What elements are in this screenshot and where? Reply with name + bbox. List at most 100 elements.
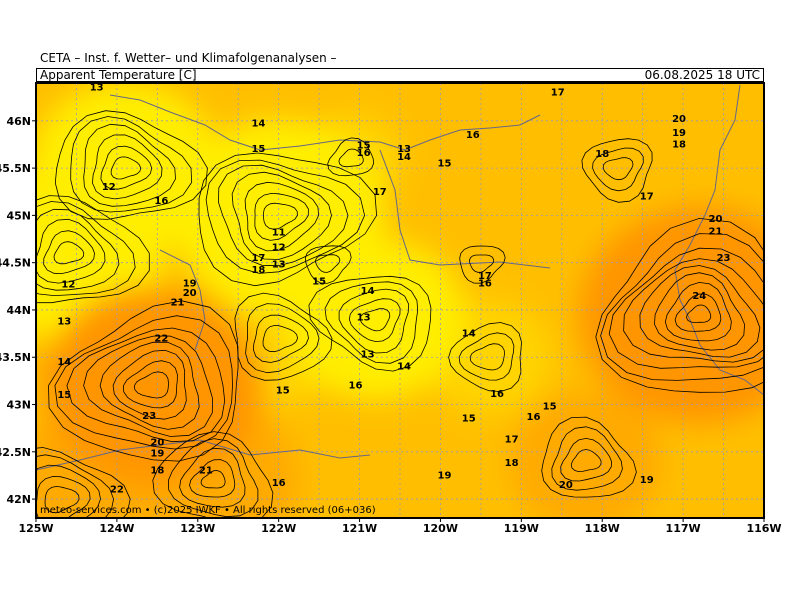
contour-label: 14 — [462, 329, 476, 340]
isotherm-line — [338, 288, 410, 354]
contour-label: 16 — [349, 381, 363, 392]
contour-label: 19 — [640, 475, 654, 486]
isotherm-line — [448, 322, 522, 393]
contour-label: 18 — [672, 139, 686, 150]
lat-tick-label: 42N — [6, 493, 31, 506]
isotherm-line — [541, 416, 637, 498]
contour-label: 14 — [397, 362, 411, 373]
contour-label: 21 — [709, 226, 723, 237]
isotherm-line — [205, 159, 366, 274]
isotherm-line — [48, 300, 239, 462]
isotherm-line — [36, 447, 131, 518]
contour-label: 22 — [154, 333, 168, 344]
lon-tick-label: 122W — [261, 522, 296, 535]
contour-label: 11 — [272, 227, 286, 238]
isotherm-line — [459, 245, 506, 284]
contour-label: 18 — [251, 265, 265, 276]
isotherm-line — [234, 292, 333, 381]
contour-label: 13 — [90, 83, 104, 94]
contour-label: 23 — [142, 411, 156, 422]
contour-label: 15 — [438, 158, 452, 169]
lon-tick-label: 119W — [504, 522, 539, 535]
isotherm-line — [36, 464, 101, 518]
contour-label: 18 — [150, 466, 164, 477]
contour-labels: 1314151216111213171819202112131415222320… — [57, 83, 730, 496]
isotherm-line — [179, 447, 246, 508]
isotherm-line — [674, 293, 722, 332]
isotherm-contours — [36, 110, 764, 518]
isotherm-line — [469, 343, 505, 371]
latitude-axis: 46N 45.5N 45N 44.5N 44N 43.5N 43N 42.5N 42N — [0, 115, 36, 506]
contour-label: 14 — [57, 357, 71, 368]
longitude-axis: 125W 124W 123W 122W 121W 120W 119W 118W 117W 116W — [18, 518, 782, 535]
contour-label: 16 — [272, 478, 286, 489]
lat-tick-label: 45N — [6, 209, 31, 222]
contour-label: 14 — [251, 119, 265, 130]
fill-blob — [558, 114, 679, 223]
parameter-title: Apparent Temperature [C] — [40, 68, 197, 82]
isotherm-line — [99, 341, 200, 430]
contour-label: 20 — [672, 114, 686, 125]
contour-label: 17 — [478, 271, 492, 282]
isotherm-line — [218, 164, 349, 267]
contour-label: 13 — [397, 144, 411, 155]
isotherm-line — [551, 426, 623, 491]
isotherm-line — [254, 192, 309, 241]
isotherm-line — [324, 281, 419, 364]
isotherm-line — [134, 371, 169, 399]
contour-label: 13 — [57, 316, 71, 327]
contour-label: 19 — [672, 128, 686, 139]
isotherm-line — [70, 116, 193, 213]
contour-label: 24 — [692, 291, 706, 302]
county-line-west — [159, 249, 206, 351]
lat-lon-grid — [36, 83, 764, 518]
isotherm-line — [623, 258, 764, 363]
isotherm-line — [560, 437, 612, 482]
isotherm-line — [36, 195, 150, 304]
contour-label: 12 — [272, 243, 286, 254]
isotherm-line — [654, 272, 746, 351]
isotherm-line — [252, 314, 309, 363]
isotherm-line — [570, 449, 602, 473]
contour-label: 17 — [505, 435, 519, 446]
contour-label: 17 — [640, 191, 654, 202]
contour-label: 16 — [154, 196, 168, 207]
isotherm-line — [359, 308, 391, 332]
valid-datetime: 06.08.2025 18 UTC — [644, 68, 760, 82]
isotherm-line — [54, 315, 233, 450]
lon-tick-label: 124W — [99, 522, 134, 535]
fill-blob — [42, 285, 265, 486]
isotherm-line — [189, 459, 236, 498]
isotherm-line — [36, 454, 115, 518]
isotherm-line — [595, 217, 764, 393]
contour-label: 18 — [505, 458, 519, 469]
isotherm-line — [245, 303, 320, 374]
lon-tick-label: 120W — [423, 522, 458, 535]
lon-tick-label: 117W — [666, 522, 701, 535]
isotherm-line — [338, 148, 364, 168]
fill-blob — [171, 119, 386, 312]
isotherm-line — [66, 327, 226, 443]
isotherm-line — [262, 325, 299, 353]
state-borders — [36, 84, 764, 471]
isotherm-line — [83, 335, 213, 437]
contour-label: 15 — [543, 401, 557, 412]
contour-label: 17 — [373, 187, 387, 198]
plot-area: 1314151216111213171819202112131415222320… — [36, 83, 764, 518]
contour-label: 15 — [357, 140, 371, 151]
isotherm-line — [686, 304, 712, 323]
lon-tick-label: 116W — [746, 522, 781, 535]
isotherm-line — [304, 245, 352, 284]
isotherm-line — [53, 241, 85, 265]
contour-label: 20 — [150, 437, 164, 448]
columbia-river-border — [109, 94, 541, 151]
header-line: CETA – Inst. f. Wetter– und Klimafolgena… — [40, 51, 337, 65]
contour-label: 23 — [717, 253, 731, 264]
isotherm-line — [639, 265, 761, 358]
lon-tick-label: 118W — [585, 522, 620, 535]
contour-label: 21 — [199, 466, 213, 477]
title-bar: Apparent Temperature [C] 06.08.2025 18 U… — [36, 68, 764, 82]
isotherm-line — [100, 145, 153, 190]
lat-tick-label: 43.5N — [0, 351, 31, 364]
